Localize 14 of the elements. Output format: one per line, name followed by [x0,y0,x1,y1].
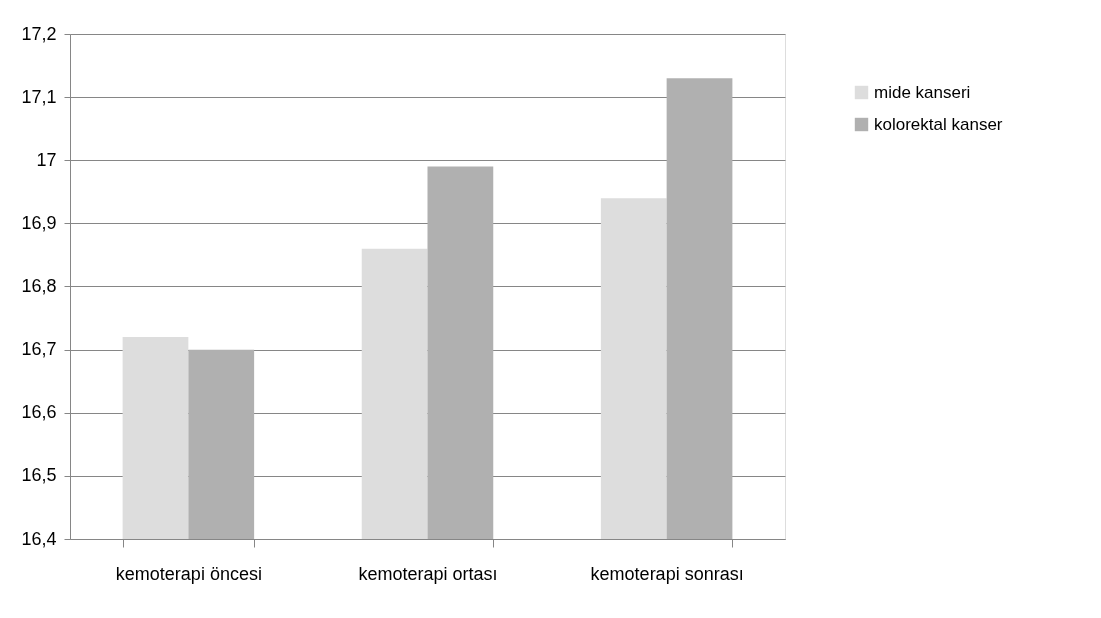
y-tick-label: 16,8 [21,276,57,296]
legend-label: kolorektal kanser [874,114,1003,134]
y-tick-label: 16,4 [21,528,57,549]
y-tick-label: 16,5 [21,465,57,486]
y-tick-label: 16,9 [21,212,57,233]
x-tick-label: kemoterapi öncesi [115,563,262,584]
x-tick-label: kemoterapi ortası [358,563,498,584]
legend-label: mide kanseri [874,82,971,102]
y-tick-label: 17 [36,149,57,170]
y-tick-label: 16,7 [21,339,57,360]
x-tick-label: kemoterapi sonrası [590,563,744,584]
y-tick-label: 17,2 [21,23,57,44]
y-tick-label: 16,6 [21,402,57,423]
y-tick-label: 17,1 [21,86,57,107]
